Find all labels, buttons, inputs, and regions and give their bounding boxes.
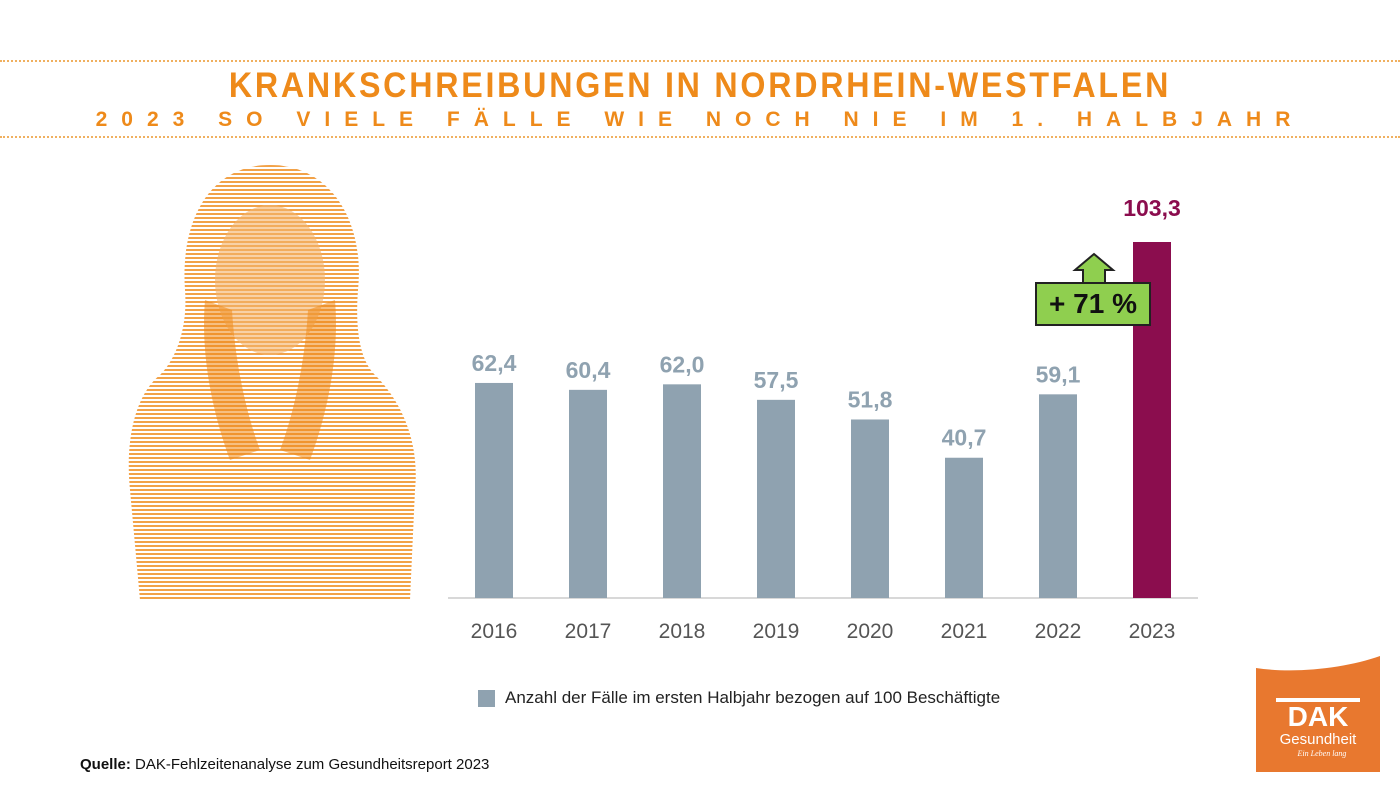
x-tick-label: 2016 xyxy=(471,620,518,643)
source-note: Quelle: DAK-Fehlzeitenanalyse zum Gesund… xyxy=(80,756,489,773)
data-label: 60,4 xyxy=(566,357,611,383)
up-arrow-icon xyxy=(1072,252,1116,282)
bar-2022 xyxy=(1039,394,1077,598)
bar-2016 xyxy=(475,382,513,598)
svg-text:Gesundheit: Gesundheit xyxy=(1280,731,1358,748)
data-label: 59,1 xyxy=(1036,361,1081,387)
top-divider xyxy=(0,60,1400,62)
x-tick-label: 2021 xyxy=(941,620,988,643)
data-label: 103,3 xyxy=(1123,195,1181,221)
source-text: DAK-Fehlzeitenanalyse zum Gesundheitsrep… xyxy=(130,756,490,773)
bar-2021 xyxy=(945,457,983,598)
bar-2019 xyxy=(757,399,795,598)
page-subtitle: 2023 SO VIELE FÄLLE WIE NOCH NIE IM 1. H… xyxy=(95,108,1305,131)
svg-text:Ein Leben lang: Ein Leben lang xyxy=(1297,749,1347,758)
legend-swatch xyxy=(478,689,495,707)
x-tick-label: 2018 xyxy=(659,620,706,643)
data-label: 62,0 xyxy=(660,351,705,377)
x-tick-label: 2022 xyxy=(1035,620,1082,643)
woman-headache-illustration xyxy=(128,165,416,600)
bar-2017 xyxy=(569,389,607,598)
x-tick-label: 2023 xyxy=(1129,620,1176,643)
data-label: 57,5 xyxy=(754,367,799,393)
increase-label: + 71 % xyxy=(1049,288,1137,319)
bottom-divider xyxy=(0,136,1400,138)
dak-logo: DAK Gesundheit Ein Leben lang xyxy=(1256,656,1380,772)
x-tick-label: 2019 xyxy=(753,620,800,643)
data-label: 51,8 xyxy=(848,386,893,412)
bar-2018 xyxy=(663,384,701,598)
x-tick-label: 2020 xyxy=(847,620,894,643)
data-label: 40,7 xyxy=(942,425,987,451)
legend: Anzahl der Fälle im ersten Halbjahr bezo… xyxy=(478,688,1000,708)
page-title: KRANKSCHREIBUNGEN IN NORDRHEIN-WESTFALEN xyxy=(228,66,1172,105)
increase-annotation: + 71 % xyxy=(1035,282,1151,326)
legend-label: Anzahl der Fälle im ersten Halbjahr bezo… xyxy=(505,688,1001,707)
x-tick-label: 2017 xyxy=(565,620,612,643)
svg-text:DAK: DAK xyxy=(1288,701,1349,732)
bar-2020 xyxy=(851,419,889,598)
source-label: Quelle: xyxy=(80,756,131,773)
data-label: 62,4 xyxy=(472,350,517,376)
